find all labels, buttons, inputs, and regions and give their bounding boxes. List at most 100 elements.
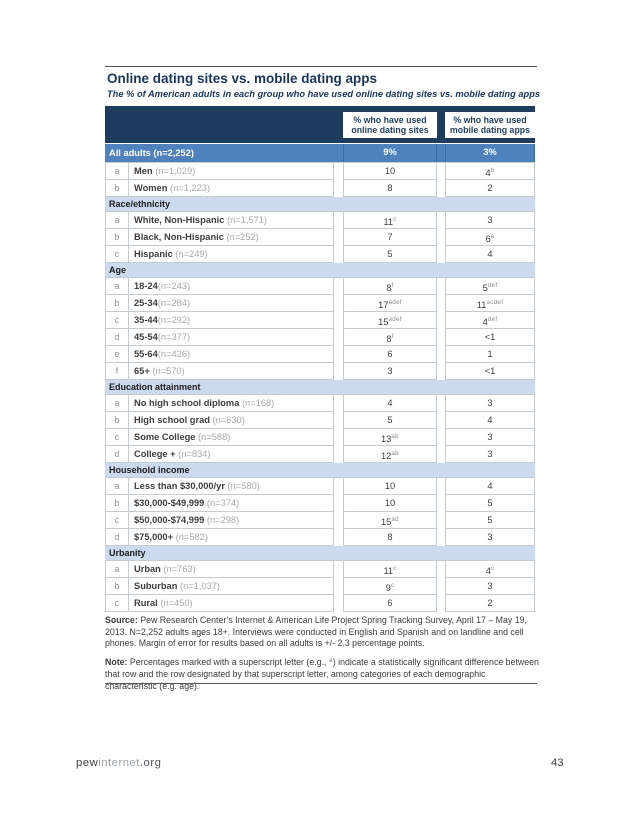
all-adults-online-value: 9% [343,144,437,162]
value-cell-online: 3 [343,363,437,380]
row-letter: b [105,495,129,512]
row-name: $30,000-$49,999 [134,498,205,508]
value-text: 6 [387,349,393,359]
row-letter: b [105,578,129,595]
row-spacer [334,495,343,512]
table-row: b $30,000-$49,999 (n=374) 10 5 [105,495,535,512]
value-superscript: ad [391,516,399,523]
value-text: 4 [485,168,491,178]
value-text: 11 [476,300,487,310]
row-name: No high school diploma [134,398,240,408]
value-cell-mobile: 4 [445,412,535,429]
row-label: Hispanic (n=249) [129,246,334,263]
row-spacer [334,429,343,446]
row-letter: c [105,512,129,529]
value-text: 4 [487,481,493,491]
section-header-row: Race/ethnicity [105,197,535,212]
value-text: 3 [487,581,493,591]
row-letter: a [105,561,129,578]
table-row: a No high school diploma (n=168) 4 3 [105,395,535,412]
value-cell-mobile: 5 [445,495,535,512]
row-letter: e [105,346,129,363]
value-cell-mobile: 2 [445,180,535,197]
value-cell-mobile: 4c [445,561,535,578]
value-text: 15 [378,317,389,327]
value-cell-online: 6 [343,595,437,612]
value-cell-mobile: <1 [445,363,535,380]
value-text: 10 [384,481,396,491]
value-superscript: b [490,167,495,174]
value-cell-mobile: 3 [445,395,535,412]
value-cell-mobile: 3 [445,529,535,546]
table-body: a Men (n=1,029) 10 4b b Women (n=1,223) 8 2 Race… [105,163,535,612]
value-text: 10 [384,166,396,176]
row-label: Suburban (n=1,037) [129,578,334,595]
row-spacer [437,180,445,197]
row-label: $50,000-$74,999 (n=298) [129,512,334,529]
note-superscript-example: a [328,657,333,665]
row-label: Women (n=1,223) [129,180,334,197]
row-sample-size: (n=588) [195,432,231,442]
value-cell-mobile: 3 [445,212,535,229]
value-text: 3 [487,398,493,408]
table-row: c Rural (n=450) 6 2 [105,595,535,612]
row-spacer [334,212,343,229]
value-text: 4 [485,566,491,576]
row-name: Hispanic [134,249,173,259]
row-sample-size: (n=630) [209,415,245,425]
value-cell-mobile: 4 [445,478,535,495]
note-text-1: Percentages marked with a superscript le… [127,657,329,668]
table-row: c Hispanic (n=249) 5 4 [105,246,535,263]
column-header-mobile-dating-apps: % who have used mobile dating apps [445,112,535,138]
methodology-note: Note: Percentages marked with a superscr… [105,655,539,692]
row-spacer [437,561,445,578]
row-label: Urban (n=763) [129,561,334,578]
row-name: 65+ [134,366,150,376]
value-text: 3 [487,449,493,459]
bottom-divider [105,683,537,684]
value-text: 1 [487,349,493,359]
value-text: 6 [387,598,393,608]
table-row: b Women (n=1,223) 8 2 [105,180,535,197]
value-superscript: f [391,333,394,340]
row-letter: b [105,180,129,197]
value-superscript: def [487,282,498,289]
row-spacer [437,578,445,595]
row-spacer [334,229,343,246]
table-header-row: % who have used online dating sites % wh… [105,106,535,144]
value-text: 8 [387,183,393,193]
row-spacer [334,180,343,197]
row-spacer [334,561,343,578]
header-spacer [105,106,343,143]
note-text-2: ) indicate a statistically significant d… [105,657,539,691]
row-spacer [437,412,445,429]
row-letter: a [105,212,129,229]
row-label: 65+ (n=570) [129,363,334,380]
value-superscript: c [390,582,395,589]
row-spacer [334,329,343,346]
value-text: 5 [482,283,488,293]
page-subtitle: The % of American adults in each group w… [107,89,541,99]
row-sample-size: (n=570) [149,366,185,376]
value-cell-mobile: 11acdef [445,295,535,312]
value-superscript: c [393,216,397,223]
note-label: Note: [105,657,128,668]
row-sample-size: (n=1,571) [224,215,268,225]
row-spacer [437,144,445,162]
value-text: <1 [484,332,496,342]
row-name: 55-64 [134,349,158,359]
row-label: 35-44(n=292) [129,312,334,329]
value-cell-online: 8f [343,329,437,346]
value-cell-online: 15ad [343,512,437,529]
value-text: 5 [487,498,493,508]
row-letter: d [105,529,129,546]
row-spacer [437,395,445,412]
row-spacer [437,529,445,546]
page-number: 43 [551,757,564,769]
row-spacer [437,446,445,463]
table-row: b Black, Non-Hispanic (n=252) 7 6a [105,229,535,246]
value-text: 3 [387,366,393,376]
value-text: 4 [487,415,493,425]
row-label: Rural (n=450) [129,595,334,612]
table-row: d College + (n=834) 12ab 3 [105,446,535,463]
